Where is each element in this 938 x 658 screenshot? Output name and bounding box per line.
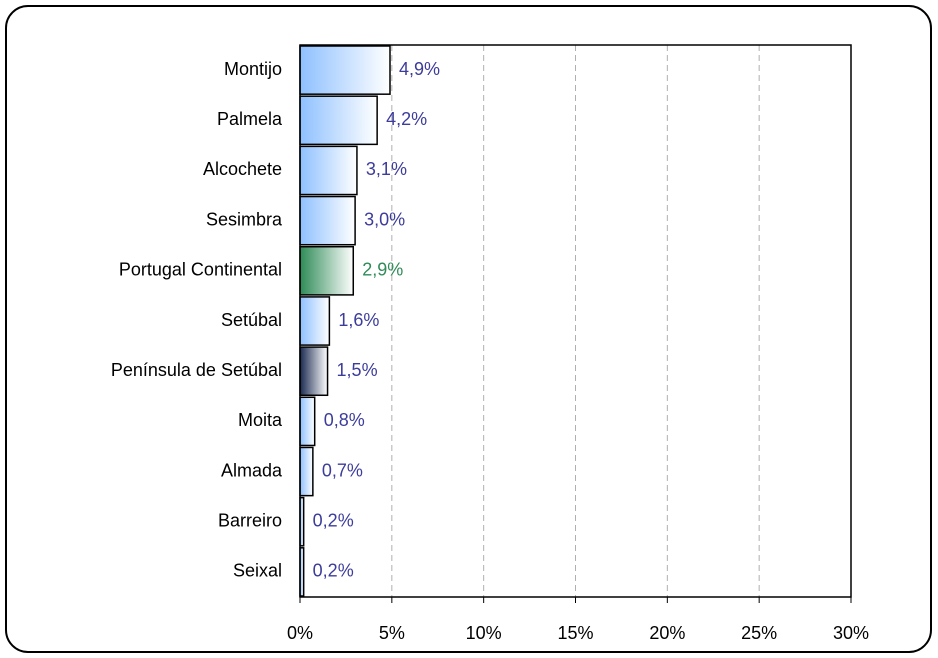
bar — [299, 245, 355, 296]
y-tick-label: Montijo — [224, 59, 282, 79]
x-tick-label: 25% — [741, 623, 777, 643]
value-label: 1,5% — [337, 360, 378, 380]
x-tick-label: 10% — [466, 623, 502, 643]
y-tick-label: Moita — [238, 410, 283, 430]
y-tick-label: Portugal Continental — [119, 260, 282, 280]
y-tick-label: Setúbal — [221, 310, 282, 330]
value-label: 0,2% — [313, 561, 354, 581]
value-label: 0,2% — [313, 510, 354, 530]
bar — [299, 346, 329, 397]
y-tick-label: Alcochete — [203, 159, 282, 179]
bar — [299, 145, 358, 196]
value-label: 4,2% — [386, 109, 427, 129]
value-label: 0,8% — [324, 410, 365, 430]
value-label: 1,6% — [338, 310, 379, 330]
bar — [299, 396, 316, 447]
y-tick-label: Península de Setúbal — [111, 360, 282, 380]
x-tick-label: 30% — [833, 623, 869, 643]
value-label: 0,7% — [322, 460, 363, 480]
y-tick-label: Almada — [221, 460, 283, 480]
x-tick-label: 20% — [649, 623, 685, 643]
bar — [299, 296, 331, 346]
y-tick-label: Seixal — [233, 561, 282, 581]
bar — [299, 45, 391, 95]
value-label: 3,1% — [366, 159, 407, 179]
y-tick-label: Barreiro — [218, 510, 282, 530]
y-tick-label: Palmela — [217, 109, 283, 129]
x-tick-label: 0% — [287, 623, 313, 643]
value-label: 3,0% — [364, 209, 405, 229]
x-tick-label: 15% — [557, 623, 593, 643]
y-tick-label: Sesimbra — [206, 209, 283, 229]
value-label: 2,9% — [362, 260, 403, 280]
bar — [299, 95, 378, 146]
bar — [299, 446, 314, 497]
value-label: 4,9% — [399, 59, 440, 79]
x-tick-label: 5% — [379, 623, 405, 643]
plot-border — [299, 44, 852, 598]
bar — [299, 195, 356, 246]
